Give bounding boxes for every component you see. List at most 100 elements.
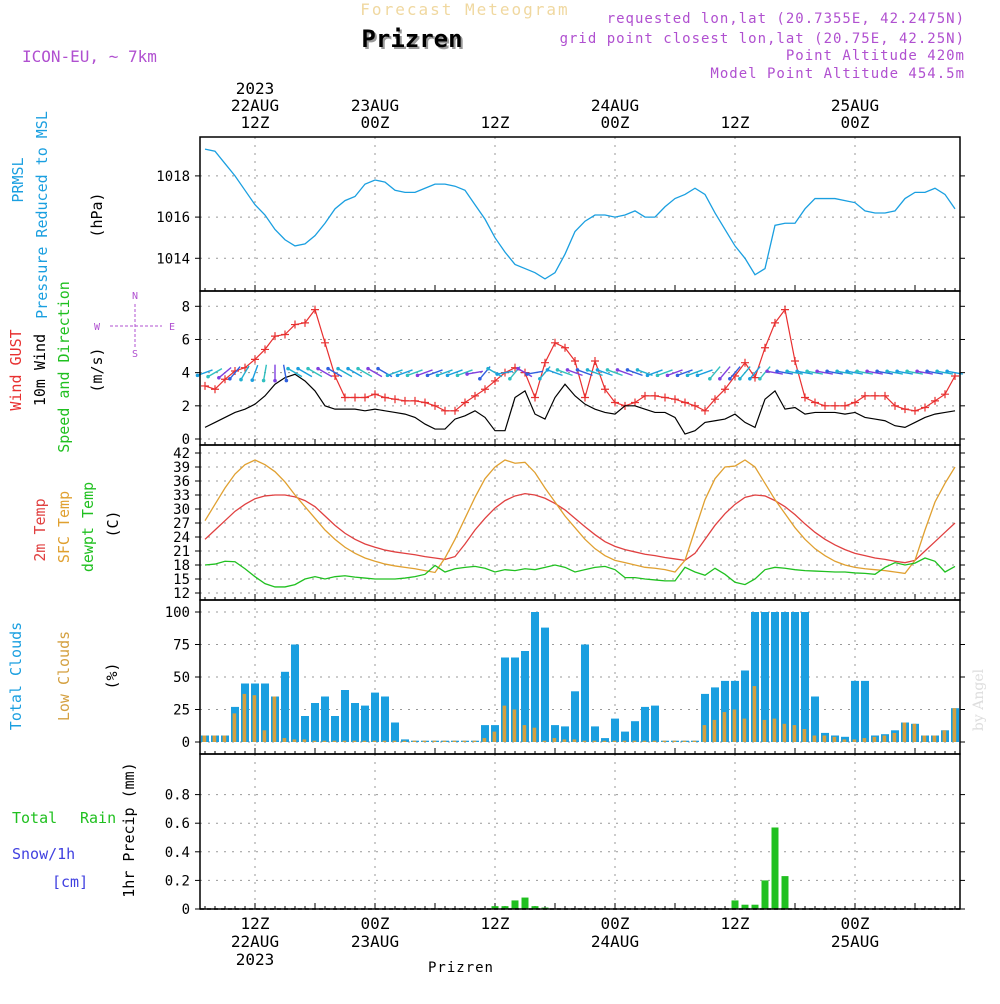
wind-direction-arrow [457,369,473,377]
wind-tick-label: 0 [182,432,190,448]
wind-direction-arrow [739,366,751,380]
wind-direction-arrow [836,370,854,375]
gust-marker [401,396,409,405]
total-cloud-bar [291,644,299,742]
total-cloud-bar [641,706,649,742]
wind-tick-label: 2 [182,399,190,415]
total-cloud-bar [481,725,489,742]
wind-direction-arrow [466,370,484,375]
top-time-label: 25AUG [831,96,879,115]
wind-direction-arrowhead [615,368,620,372]
rain-label: Rain [80,809,116,827]
gust-marker [431,401,439,410]
gust-marker [201,381,209,390]
wind10m-label: 10m Wind [31,334,49,406]
low-cloud-bar [952,708,957,742]
wind-direction-arrowhead [825,369,829,374]
precip-tick-label: 0.4 [165,845,190,861]
low-cloud-bar [792,725,797,742]
gust-marker [851,398,859,407]
wind-direction-arrow [587,369,603,377]
gust-marker [541,358,549,367]
low-cloud-bar [222,735,227,742]
gust-marker [391,395,399,404]
low-cloud-bar [242,693,247,742]
wind-direction-arrowhead [655,373,660,378]
low-cloud-bar [472,740,477,742]
total-cloud-bar [281,671,289,742]
wind-labels: Wind GUST 10m Wind Speed and Direction (… [7,281,175,453]
wind-direction-arrowhead [748,376,752,381]
wind-direction-arrowhead [595,368,600,372]
wind-direction-arrowhead [635,368,640,372]
bottom-time-label: 2023 [236,950,275,969]
low-cloud-bar [202,735,207,742]
bottom-time-label: 12Z [241,914,270,933]
gust-marker [561,343,569,352]
wind-direction-arrowhead [915,369,919,374]
temperature-tick-label: 21 [173,544,190,560]
low-cloud-bar [662,740,667,742]
wind-direction-arrowhead [845,369,849,374]
low-cloud-bar [872,736,877,742]
wind-direction-arrowhead [935,369,939,374]
plot-layer: 1014101610180246812151821242730333639420… [156,79,965,969]
total-cloud-bar [861,680,869,742]
low-cloud-bar [752,686,757,742]
gust-marker [681,398,689,407]
wind-direction-arrow [627,369,643,377]
temperature-tick-label: 15 [173,572,190,588]
precip-labels: Total Rain Snow/1h [cm] 1hr Precip (mm) [12,762,138,897]
low-cloud-bar [882,735,887,742]
wind-direction-arrow [207,368,223,378]
wind-direction-arrow [647,369,663,377]
point-altitude: Point Altitude 420m [786,48,965,64]
top-time-label: 22AUG [231,96,279,115]
rain-bar [491,906,499,909]
low-cloud-bar [512,709,517,742]
low-cloud-bar [862,738,867,742]
low-cloud-bar [232,713,237,742]
low-cloud-bar [442,740,447,742]
wind-direction-arrow [786,370,804,375]
low-cloud-bar [672,740,677,742]
wind-direction-arrowhead [865,369,869,374]
wind-tick-label: 6 [182,332,190,348]
gust-marker [551,338,559,347]
low-cloud-bar [742,718,747,742]
precip-tick-label: 0 [182,902,190,918]
wind-direction-arrow [617,369,633,377]
wind-direction-arrow [906,370,924,375]
rain-bar [531,906,539,909]
wind-direction-arrowhead [815,369,819,374]
low-cloud-bar [642,740,647,742]
gust-marker [261,345,269,354]
wind-direction-arrowhead [685,373,690,378]
wind-direction-arrow [517,368,533,378]
wind-direction-arrow [437,369,453,377]
gust-marker [651,391,659,400]
total-cloud-bar [621,731,629,742]
low-cloud-bar [922,735,927,742]
temperature-tick-label: 42 [173,446,190,462]
low-cloud-bar [652,740,657,742]
wind-direction-arrowhead [366,366,370,371]
precip-frame [199,753,961,910]
requested-coords: requested lon,lat (20.7355E, 42.2475N) [607,11,965,27]
gust-marker [291,320,299,329]
wind-direction-arrowhead [645,373,650,378]
rain-bar [751,904,759,909]
gust-marker [351,393,359,402]
wind-direction-arrow [526,370,544,375]
gust-marker [901,405,909,414]
top-time-label: 00Z [841,113,870,132]
wind-direction-arrow [337,368,353,378]
gust-marker [801,393,809,402]
pressure-tick-label: 1018 [156,169,190,185]
wind-direction-arrowhead [435,373,440,378]
wind-direction-arrow [218,366,232,379]
total-label: Total [12,809,57,827]
wind-direction-arrowhead [478,376,482,381]
wind-direction-arrowhead [695,373,700,378]
